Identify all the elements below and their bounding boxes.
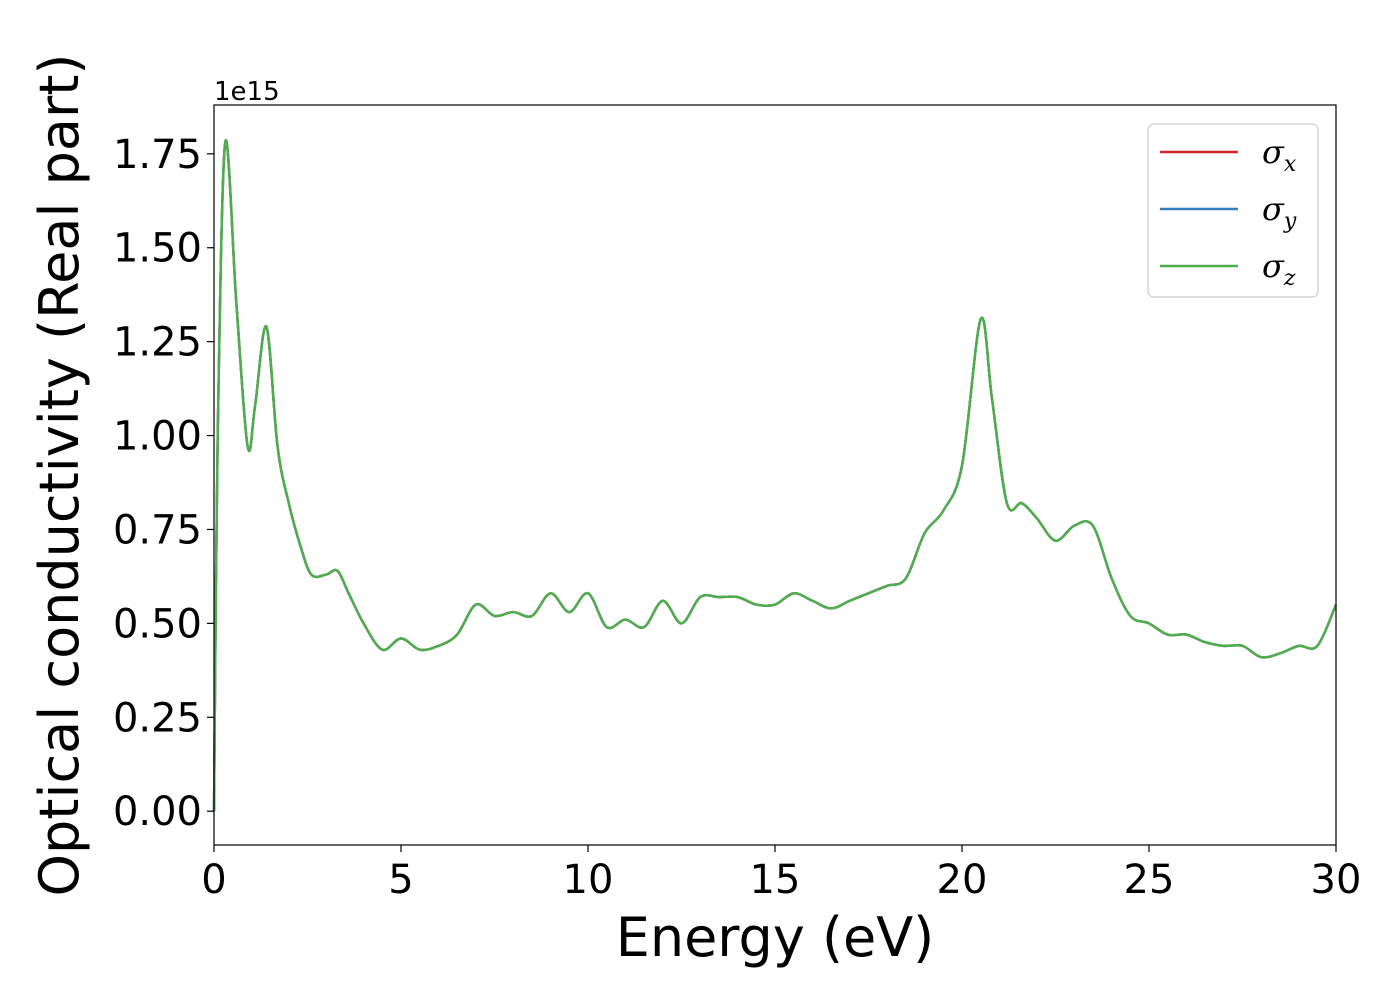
y-axis-label: Optical conductivity (Real part) [28,54,91,897]
y-tick-label: 1.50 [113,226,202,272]
x-tick-label: 15 [750,857,801,903]
legend-label-x: σx [1262,133,1297,177]
y-offset-label: 1e15 [214,77,280,107]
legend-label-y: σy [1262,190,1297,234]
x-tick-label: 30 [1311,857,1362,903]
series-layer [212,139,1338,812]
series-line-z [212,139,1338,812]
x-tick-label: 25 [1124,857,1175,903]
y-tick-label: 0.75 [113,507,202,553]
x-axis-label: Energy (eV) [616,906,935,969]
y-tick-label: 1.75 [113,132,202,178]
x-tick-label: 5 [388,857,413,903]
y-tick-label: 0.25 [113,695,202,741]
x-tick-label: 0 [201,857,226,903]
y-tick-label: 1.00 [113,414,202,460]
legend-label-z: σz [1262,247,1296,291]
y-tick-label: 0.00 [113,789,202,835]
legend-box [1147,123,1319,298]
x-tick-label: 10 [563,857,614,903]
y-tick-label: 1.25 [113,320,202,366]
y-tick-label: 0.50 [113,601,202,647]
x-axis: 0 5 10 15 20 25 30 [201,845,1361,903]
legend: σx σy σz [1147,123,1319,298]
y-axis: 0.00 0.25 0.50 0.75 1.00 1.25 1.50 1.75 [113,132,214,835]
x-tick-label: 20 [937,857,988,903]
